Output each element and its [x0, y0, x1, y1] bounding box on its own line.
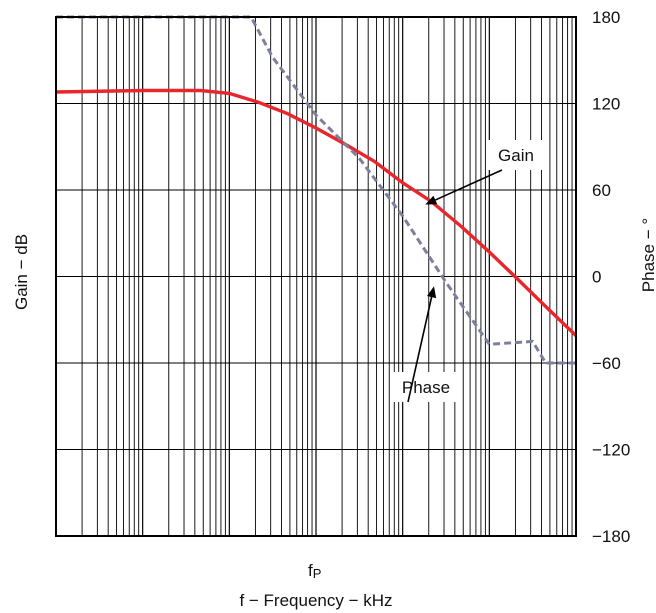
- right-tick-label: −180: [592, 527, 630, 546]
- gain-annotation-label: Gain: [498, 146, 534, 165]
- x-axis-label: f − Frequency − kHz: [239, 591, 392, 610]
- gain-annotation-arrow-shaft: [434, 170, 502, 200]
- y-axis-label-right: Phase − °: [639, 218, 656, 292]
- right-tick-label: −60: [592, 354, 621, 373]
- grid: [56, 17, 576, 536]
- right-tick-label: 120: [592, 95, 620, 114]
- right-tick-labels: 180 120 60 0 −60 −120 −180: [592, 8, 630, 546]
- y-axis-label-left: Gain − dB: [12, 234, 31, 310]
- x-marker-fp: fP: [308, 561, 321, 581]
- right-tick-label: 180: [592, 8, 620, 27]
- x-marker-sub: P: [313, 566, 322, 581]
- right-tick-label: 60: [592, 181, 611, 200]
- right-tick-label: 0: [592, 268, 601, 287]
- right-tick-label: −120: [592, 441, 630, 460]
